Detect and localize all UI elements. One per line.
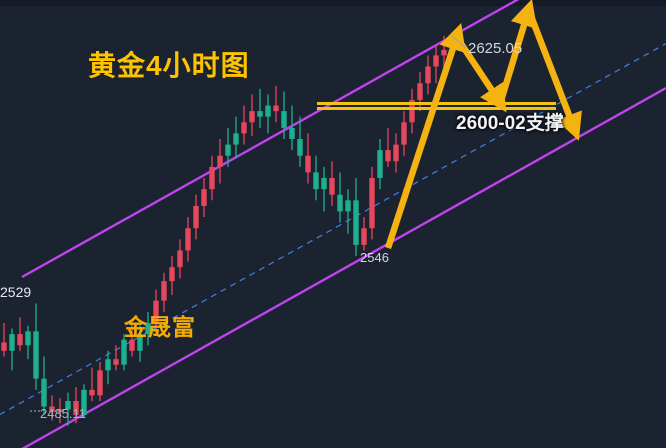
candle-body xyxy=(209,166,215,190)
candle-body xyxy=(249,111,255,123)
candle-body xyxy=(185,228,191,251)
candle-body xyxy=(265,105,271,117)
candle-body xyxy=(17,334,23,346)
candle-body xyxy=(177,250,183,268)
candle-body xyxy=(297,138,303,156)
candle-body xyxy=(409,99,415,123)
candle-body xyxy=(305,155,311,173)
candle-body xyxy=(41,378,47,407)
candle-body xyxy=(345,200,351,212)
candle-body xyxy=(337,194,343,212)
candle-body xyxy=(313,172,319,190)
candle-body xyxy=(33,331,39,379)
candle-body xyxy=(329,178,335,195)
candle-body xyxy=(193,205,199,229)
candle-body xyxy=(25,331,31,346)
candle-body xyxy=(369,178,375,229)
candle-body xyxy=(49,406,55,413)
forecast-arrow-leg-up-2 xyxy=(496,0,538,105)
forecast-arrow-leg-down-1 xyxy=(457,40,507,113)
candle-body xyxy=(217,155,223,167)
candle-body xyxy=(321,178,327,190)
candle-body xyxy=(385,150,391,162)
price-high-pointer xyxy=(451,35,467,49)
candle-body xyxy=(97,370,103,396)
channel-lower-line xyxy=(21,86,666,448)
candle-body xyxy=(361,228,367,245)
forecast-arrow-leg-up-1 xyxy=(384,23,466,250)
candle-body xyxy=(161,281,167,301)
candle-body xyxy=(393,144,399,162)
candle-body xyxy=(81,389,87,415)
candle-body xyxy=(401,122,407,145)
candle-body xyxy=(9,334,15,351)
candle-body xyxy=(145,322,151,335)
candle-body xyxy=(273,105,279,112)
candle-body xyxy=(89,389,95,396)
candle-body xyxy=(57,409,63,413)
candle-body xyxy=(113,359,119,365)
candle-body xyxy=(129,339,135,351)
candle-body xyxy=(433,55,439,67)
candle-body xyxy=(225,144,231,156)
candle-body xyxy=(417,83,423,100)
candle-body xyxy=(353,200,359,245)
candle-body xyxy=(377,150,383,179)
candlestick-series xyxy=(1,35,447,426)
candle-body xyxy=(105,359,111,371)
candle-body xyxy=(289,127,295,139)
candle-body xyxy=(233,133,239,145)
candle-body xyxy=(281,111,287,128)
candle-body xyxy=(121,339,127,365)
candle-body xyxy=(65,400,71,410)
candle-body xyxy=(137,334,143,351)
candle-body xyxy=(1,342,7,351)
candle-body xyxy=(169,267,175,282)
candle-body xyxy=(153,300,159,323)
candle-body xyxy=(201,189,207,206)
forecast-arrow-leg-down-2 xyxy=(527,14,582,141)
candle-body xyxy=(73,400,79,415)
candle-body xyxy=(425,66,431,84)
chart-top-edge-strip xyxy=(0,0,666,6)
candle-body xyxy=(241,122,247,134)
candle-body xyxy=(257,111,263,117)
